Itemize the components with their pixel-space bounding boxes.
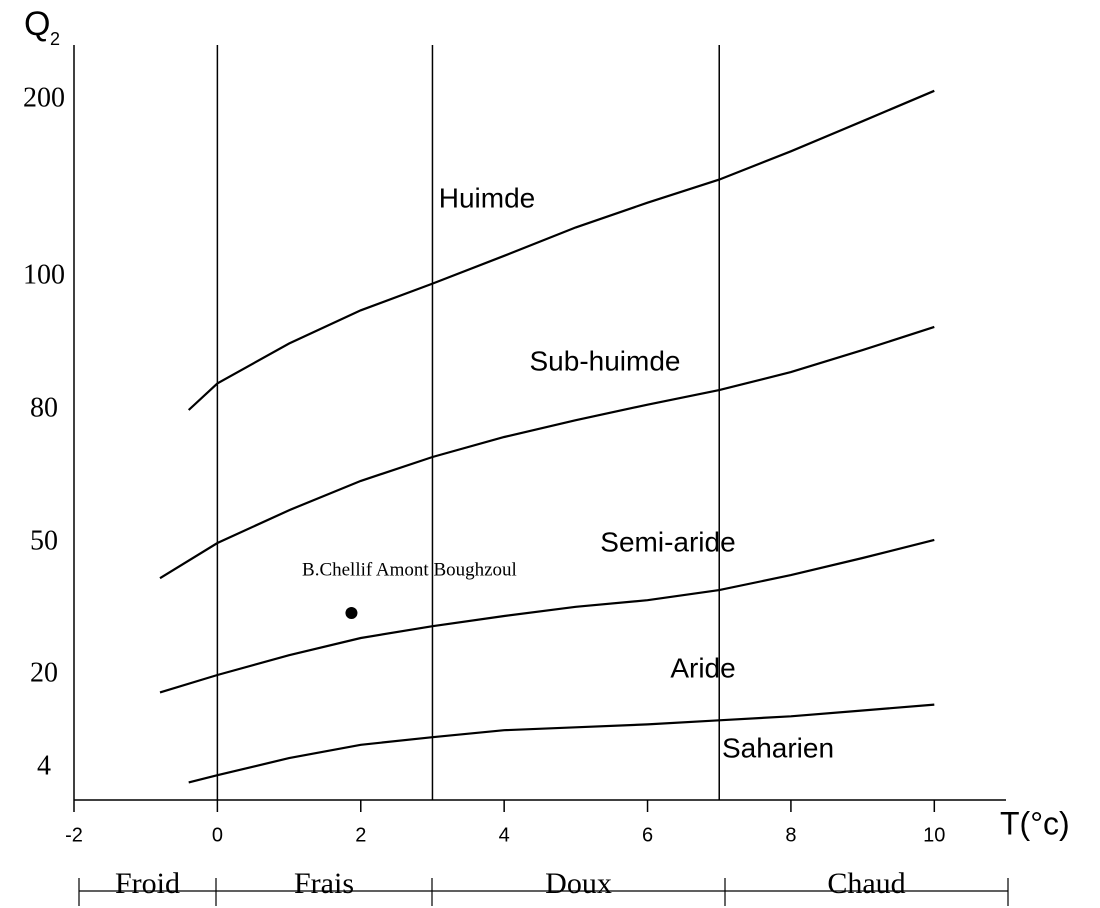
y-tick-label: 50 [30,525,58,556]
y-tick-label: 200 [23,82,65,113]
y-axis-label: Q [24,5,50,43]
x-tick-label: 2 [355,824,366,846]
y-tick-label: 100 [23,259,65,290]
x-tick-label: 8 [785,824,796,846]
zone-label: Doux [545,867,612,900]
y-axis-label-subscript: 2 [50,29,60,49]
zone-label: Froid [115,867,180,900]
region-label: Huimde [439,182,535,213]
y-tick-label: 20 [30,657,58,688]
boundary-curve [159,538,935,694]
x-tick-label: 0 [212,824,223,846]
x-tick-label: -2 [65,824,83,846]
station-label: B.Chellif Amont Boughzoul [302,559,517,580]
x-tick-label: 4 [499,824,510,846]
zone-label: Chaud [827,867,905,900]
region-label: Semi-aride [600,526,735,557]
region-label: Saharien [722,732,834,763]
boundary-curve [188,703,935,784]
boundary-curve [187,89,935,411]
x-tick-label: 10 [923,824,945,846]
station-point [345,606,358,619]
boundary-curve [159,325,935,580]
x-axis-label: T(°c) [1000,805,1070,841]
region-label: Sub-huimde [530,345,681,376]
zone-label: Frais [294,867,354,900]
y-tick-label: 80 [30,392,58,423]
y-tick-label: 4 [37,750,51,781]
x-tick-label: 6 [642,824,653,846]
region-label: Aride [670,652,735,683]
